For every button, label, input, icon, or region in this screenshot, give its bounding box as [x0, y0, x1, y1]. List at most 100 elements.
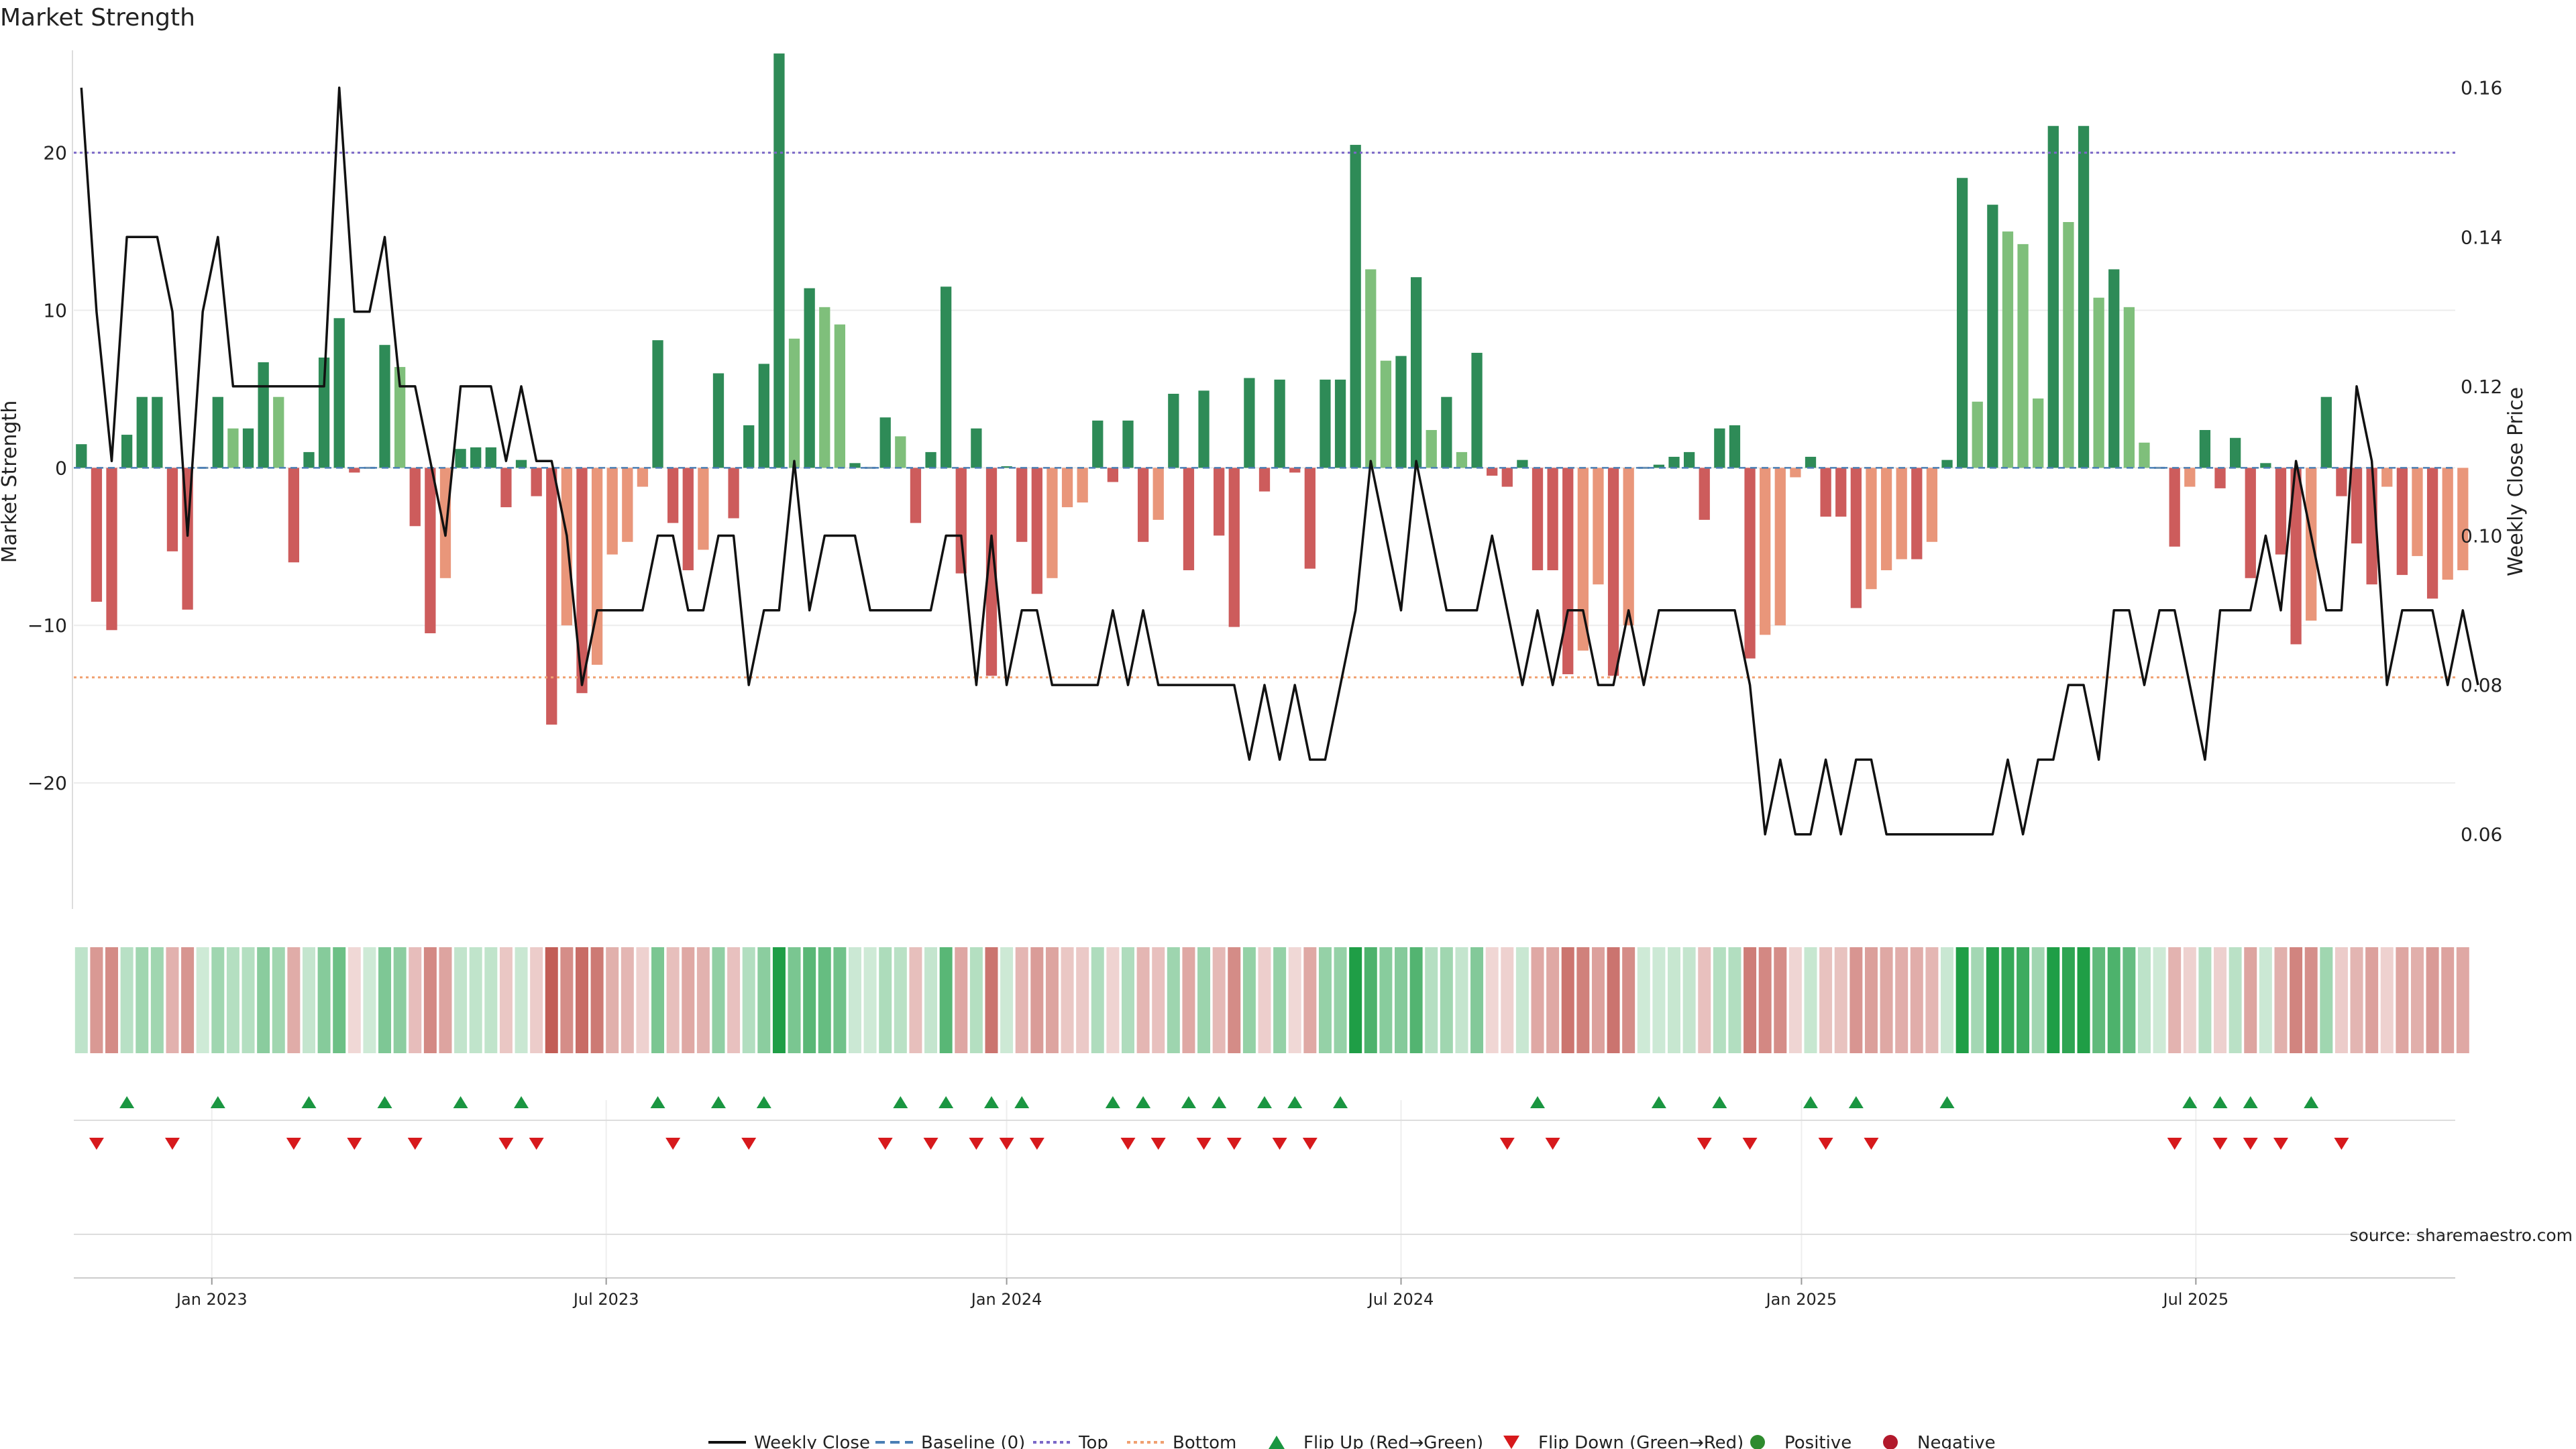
strength-bar	[652, 340, 663, 468]
strength-bar	[2351, 468, 2363, 544]
y-axis-right: 0.06 0.08 0.10 0.12 0.14 0.16	[2461, 77, 2502, 846]
heat-cell	[712, 947, 725, 1053]
heat-cell	[1455, 947, 1468, 1053]
heat-cell	[696, 947, 710, 1053]
y-tick-label: −10	[28, 614, 67, 637]
strength-bar	[2169, 468, 2180, 547]
heat-cell	[1303, 947, 1317, 1053]
legend-label: Weekly Close	[754, 1433, 870, 1449]
strength-bar	[2229, 437, 2241, 468]
heat-cell	[1925, 947, 1939, 1053]
strength-bar	[166, 468, 178, 551]
heat-cell	[1910, 947, 1923, 1053]
heat-cell	[833, 947, 847, 1053]
heat-cell	[1591, 947, 1605, 1053]
strength-bar	[682, 468, 694, 571]
heat-cell	[772, 947, 786, 1053]
heat-cell	[590, 947, 604, 1053]
strength-bar	[667, 468, 679, 523]
y2-tick-label: 0.06	[2461, 824, 2502, 846]
y-tick-label: −20	[28, 772, 67, 794]
heat-cell	[454, 947, 468, 1053]
strength-bar	[1623, 468, 1634, 626]
flip-up-marker	[983, 1096, 999, 1108]
flip-down-marker	[1196, 1138, 1212, 1150]
heat-cell	[2304, 947, 2318, 1053]
strength-bar	[1668, 456, 1680, 468]
y2-axis-label: Weekly Close Price	[2504, 387, 2528, 576]
heat-cell	[2214, 947, 2227, 1053]
heat-cell	[378, 947, 392, 1053]
strength-bar	[2426, 468, 2438, 599]
strength-bar	[546, 468, 557, 725]
strength-bar	[773, 53, 785, 468]
strength-bar	[1577, 468, 1589, 651]
heat-cell	[924, 947, 938, 1053]
heat-cell	[1728, 947, 1741, 1053]
heat-cell	[2061, 947, 2075, 1053]
strength-bar	[1214, 468, 1225, 536]
strength-bar	[318, 357, 330, 468]
heat-cell	[333, 947, 346, 1053]
flip-up-marker	[2182, 1096, 2198, 1108]
heat-cell	[317, 947, 331, 1053]
heat-cell	[727, 947, 741, 1053]
heat-cell	[287, 947, 301, 1053]
legend-item: Baseline (0)	[875, 1433, 1025, 1449]
strength-bar	[1714, 428, 1725, 468]
heat-cell	[1546, 947, 1560, 1053]
heat-cell	[423, 947, 437, 1053]
strength-bar	[1683, 451, 1695, 468]
strength-bar	[2199, 430, 2211, 468]
strength-bar	[1532, 468, 1544, 571]
strength-bar	[1456, 451, 1468, 468]
heat-cell	[1682, 947, 1696, 1053]
heat-cell	[1774, 947, 1787, 1053]
strength-bar	[455, 449, 466, 468]
heat-cell	[1531, 947, 1544, 1053]
heat-cell	[1941, 947, 1954, 1053]
strength-bar	[1790, 468, 1801, 478]
heat-cell	[469, 947, 482, 1053]
strength-bar	[1441, 396, 1452, 468]
heat-cell	[2350, 947, 2363, 1053]
flip-up-marker	[1333, 1096, 1348, 1108]
strength-bar	[273, 396, 284, 468]
heat-cell	[1334, 947, 1347, 1053]
heat-cell	[1409, 947, 1423, 1053]
strength-bar	[819, 307, 830, 468]
strength-bar	[1653, 464, 1665, 468]
heat-cell	[1425, 947, 1438, 1053]
heat-cell	[105, 947, 119, 1053]
strength-bar	[2063, 222, 2074, 468]
heat-cell	[2365, 947, 2379, 1053]
legend-label: Flip Down (Green→Red)	[1538, 1433, 1743, 1449]
strength-bar	[2412, 468, 2423, 556]
heat-cell	[2123, 947, 2136, 1053]
strength-bar	[439, 468, 451, 578]
y-tick-label: 20	[43, 142, 67, 164]
strength-bar	[1956, 178, 1968, 468]
flip-down-marker	[2167, 1138, 2182, 1150]
legend-label: Bottom	[1173, 1433, 1236, 1449]
heat-cell	[651, 947, 665, 1053]
strength-bar	[1395, 356, 1407, 468]
strength-bar	[1471, 352, 1483, 468]
strength-bar	[622, 468, 633, 542]
heat-cell	[1819, 947, 1833, 1053]
flip-up-marker	[1712, 1096, 1727, 1108]
heat-cell	[1212, 947, 1226, 1053]
x-tick-label: Jan 2023	[175, 1290, 248, 1309]
strength-bar	[606, 468, 618, 555]
heat-cell	[2017, 947, 2030, 1053]
strength-bar	[121, 435, 133, 468]
legend-swatch	[1750, 1435, 1765, 1449]
strength-bar	[895, 436, 906, 468]
flip-down-marker	[877, 1138, 893, 1150]
flip-down-marker	[1499, 1138, 1515, 1150]
strength-bar	[941, 286, 952, 468]
strength-bar	[1941, 460, 1953, 468]
heat-cell	[606, 947, 619, 1053]
strength-bar	[804, 288, 815, 468]
strength-bar	[1805, 456, 1817, 468]
